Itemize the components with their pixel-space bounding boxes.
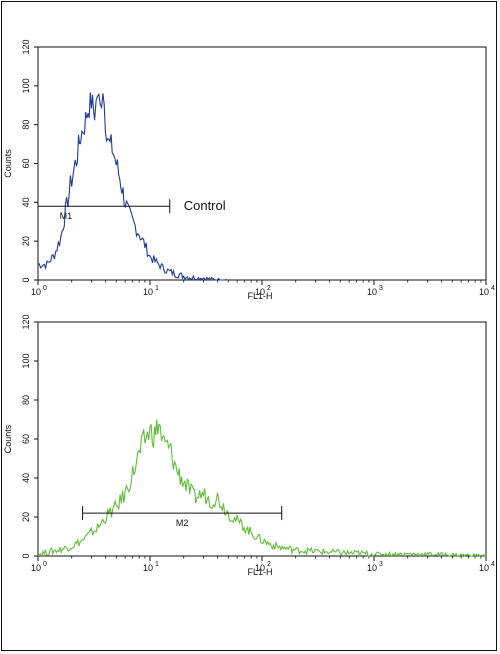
y-axis-label: Counts bbox=[3, 149, 13, 178]
histogram-series-line bbox=[37, 92, 229, 282]
x-axis-label: FL1-H bbox=[247, 567, 272, 577]
y-tick-label: 120 bbox=[21, 314, 31, 329]
y-tick-label: 60 bbox=[21, 434, 31, 444]
x-tick-label: 10 bbox=[255, 563, 265, 573]
x-tick-exponent: 2 bbox=[267, 561, 271, 568]
x-tick-exponent: 4 bbox=[491, 561, 495, 568]
x-axis-label: FL1-H bbox=[247, 291, 272, 301]
y-tick-label: 80 bbox=[21, 395, 31, 405]
x-tick-label: 10 bbox=[31, 563, 41, 573]
x-tick-label: 10 bbox=[367, 563, 377, 573]
plot-area-box bbox=[37, 321, 487, 557]
y-tick-label: 80 bbox=[21, 120, 31, 130]
y-tick-label: 40 bbox=[21, 473, 31, 483]
y-tick-label: 100 bbox=[21, 353, 31, 368]
x-tick-label: 10 bbox=[143, 563, 153, 573]
x-tick-exponent: 3 bbox=[379, 561, 383, 568]
x-tick-exponent: 0 bbox=[43, 285, 47, 292]
x-tick-exponent: 3 bbox=[379, 285, 383, 292]
x-tick-label: 10 bbox=[255, 287, 265, 297]
plot-area-box bbox=[37, 46, 487, 281]
x-tick-label: 10 bbox=[31, 287, 41, 297]
x-tick-label: 10 bbox=[479, 563, 489, 573]
y-tick-label: 120 bbox=[21, 39, 31, 54]
x-tick-exponent: 4 bbox=[491, 285, 495, 292]
x-tick-exponent: 1 bbox=[155, 561, 159, 568]
x-tick-label: 10 bbox=[479, 287, 489, 297]
control-annotation: Control bbox=[184, 198, 226, 213]
y-tick-label: 20 bbox=[21, 512, 31, 522]
marker-label: M1 bbox=[60, 211, 73, 221]
y-tick-label: 0 bbox=[21, 553, 31, 558]
x-tick-exponent: 0 bbox=[43, 561, 47, 568]
x-tick-label: 10 bbox=[367, 287, 377, 297]
marker-label: M2 bbox=[176, 518, 189, 528]
x-tick-label: 10 bbox=[143, 287, 153, 297]
x-tick-exponent: 1 bbox=[155, 285, 159, 292]
y-tick-label: 60 bbox=[21, 158, 31, 168]
y-tick-label: 20 bbox=[21, 236, 31, 246]
y-tick-label: 0 bbox=[21, 277, 31, 282]
y-tick-label: 40 bbox=[21, 197, 31, 207]
y-axis-label: Counts bbox=[3, 424, 13, 453]
y-tick-label: 100 bbox=[21, 78, 31, 93]
histogram-series-line bbox=[37, 419, 487, 558]
x-tick-exponent: 2 bbox=[267, 285, 271, 292]
